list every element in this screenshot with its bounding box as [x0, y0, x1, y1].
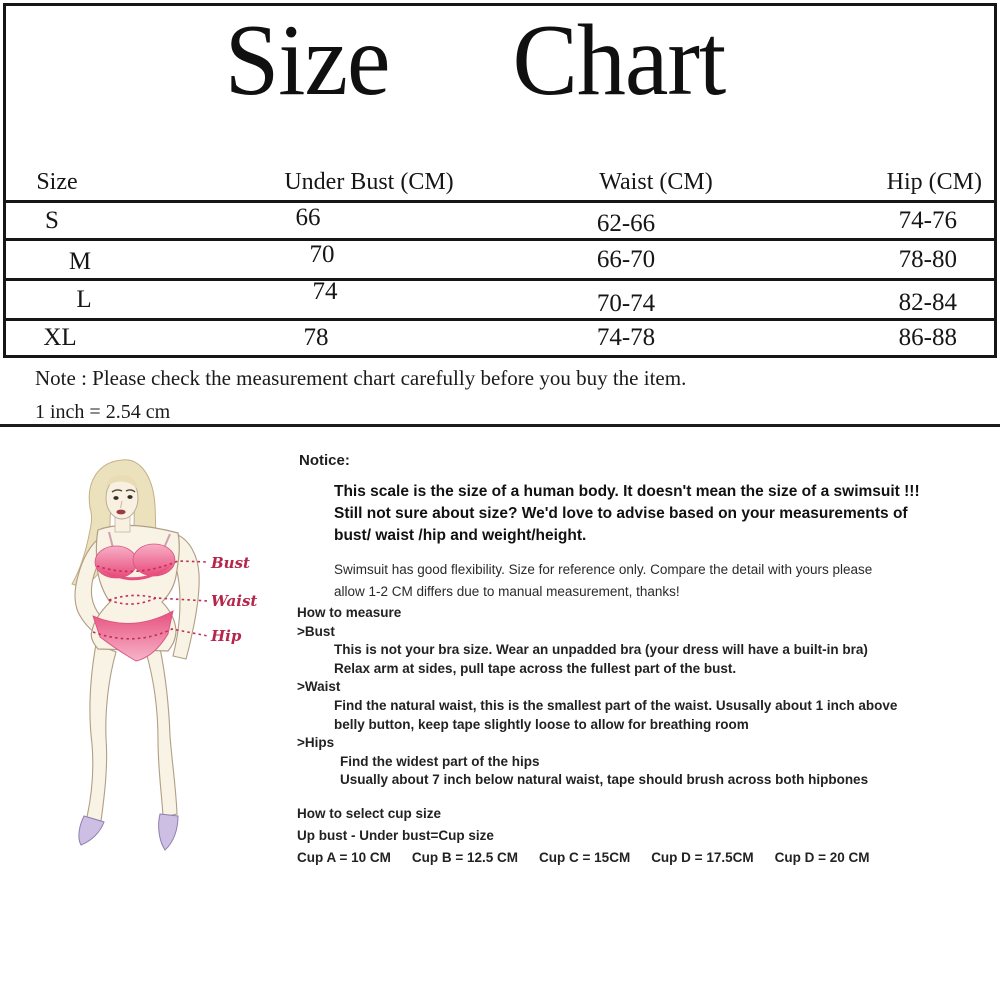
cell-hip: 78-80: [898, 245, 957, 273]
eyebrow-left: [111, 489, 123, 493]
lips: [116, 509, 126, 515]
bra-strap-right: [163, 533, 171, 549]
measure-hips-line: Usually about 7 inch below natural waist…: [340, 772, 869, 788]
fashion-sketch-illustration: Bust Waist Hip: [71, 459, 257, 851]
page-title-word-2: Chart: [512, 4, 727, 118]
cell-size: XL: [43, 324, 77, 351]
notice-bold-line: bust/ waist /hip and weight/height.: [334, 527, 587, 544]
header-waist: Waist (CM): [599, 169, 713, 195]
measure-hips-line: Find the widest part of the hips: [340, 753, 540, 769]
eye-right: [127, 495, 133, 499]
table-row: M 70 66-70 78-80: [6, 241, 994, 281]
page-title-word-1: Size: [224, 4, 391, 118]
cell-size: S: [45, 206, 59, 234]
bust-measure-line: [96, 560, 209, 573]
cup-size-entry: Cup D = 20 CM: [774, 850, 870, 865]
measure-bust-line: Relax arm at sides, pull tape across the…: [334, 660, 737, 676]
nose: [120, 500, 123, 509]
header-hip: Hip (CM): [886, 169, 982, 195]
inch-conversion-note: 1 inch = 2.54 cm: [35, 401, 171, 423]
cell-waist: 74-78: [596, 324, 656, 351]
cell-size: M: [68, 247, 92, 275]
flexibility-line: Swimsuit has good flexibility. Size for …: [334, 562, 873, 577]
right-shoe: [158, 813, 179, 851]
notice-bold-line: Still not sure about size? We'd love to …: [334, 505, 908, 522]
flexibility-line: allow 1-2 CM differs due to manual measu…: [334, 584, 680, 599]
cell-waist: 62-66: [596, 209, 656, 237]
eye-left: [113, 496, 119, 500]
notice-bold-paragraph: This scale is the size of a human body. …: [334, 481, 920, 547]
measure-bust-label: >Bust: [297, 623, 335, 639]
cell-hip: 86-88: [898, 324, 957, 351]
bra-strap-left: [108, 531, 114, 549]
cell-hip: 82-84: [898, 288, 957, 316]
bikini-bottom: [92, 610, 174, 662]
how-to-measure-heading: How to measure: [297, 605, 402, 620]
measure-waist-line: belly button, keep tape slightly loose t…: [334, 716, 749, 732]
cell-waist: 70-74: [596, 289, 656, 317]
cell-size: L: [76, 285, 92, 313]
body-measurement-figure: Bust Waist Hip: [30, 448, 290, 880]
measurement-note: Note : Please check the measurement char…: [35, 366, 687, 390]
cup-size-entries: Cup A = 10 CM Cup B = 12.5 CM Cup C = 15…: [297, 847, 869, 869]
header-size: Size: [36, 169, 78, 195]
figure-bust-label: Bust: [210, 554, 250, 572]
notice-heading: Notice:: [299, 452, 350, 469]
figure-hip-label: Hip: [210, 627, 242, 645]
cell-under-bust: 66: [295, 203, 321, 231]
measure-hips-label: >Hips: [297, 735, 335, 751]
bra-cup-right: [132, 543, 176, 577]
left-shoe: [78, 815, 105, 846]
size-table-header: Size Under Bust (CM) Waist (CM) Hip (CM): [6, 165, 994, 203]
measure-waist-label: >Waist: [297, 679, 341, 695]
header-under-bust: Under Bust (CM): [284, 169, 454, 195]
title-area: Size Chart: [6, 6, 994, 165]
hair-front: [106, 474, 138, 490]
waist-measure-top: [108, 594, 157, 601]
notice-bold-line: This scale is the size of a human body. …: [334, 483, 920, 500]
cup-size-entry: Cup D = 17.5CM: [651, 850, 754, 865]
table-row: S 66 62-66 74-76: [6, 203, 994, 241]
cell-under-bust: 70: [309, 240, 335, 268]
cup-size-entry: Cup B = 12.5 CM: [411, 850, 519, 865]
flexibility-paragraph: Swimsuit has good flexibility. Size for …: [334, 559, 894, 603]
cup-size-block: How to select cup size Up bust - Under b…: [297, 803, 869, 869]
cup-size-heading: How to select cup size: [297, 806, 442, 821]
hip-measure-line: [92, 628, 209, 640]
size-chart-panel: Size Chart Size Under Bust (CM) Waist (C…: [3, 3, 997, 358]
eyebrow-right: [125, 489, 136, 493]
table-row: L 74 70-74 82-84: [6, 277, 994, 321]
cell-under-bust: 74: [312, 277, 338, 305]
cell-waist: 66-70: [596, 245, 656, 273]
size-table: Size Under Bust (CM) Waist (CM) Hip (CM)…: [6, 165, 994, 355]
cup-size-entry: Cup C = 15CM: [539, 850, 631, 865]
page-title: Size Chart: [0, 4, 969, 118]
left-leg: [86, 643, 117, 822]
cell-under-bust: 78: [303, 324, 329, 351]
measure-waist-line: Find the natural waist, this is the smal…: [334, 697, 898, 713]
cup-size-formula: Up bust - Under bust=Cup size: [297, 828, 494, 843]
bra-band: [96, 563, 174, 581]
table-row: XL 78 74-78 86-88: [6, 321, 994, 355]
bra-cup-left: [94, 545, 138, 579]
measure-bust-line: This is not your bra size. Wear an unpad…: [334, 642, 868, 658]
right-leg: [145, 647, 178, 818]
how-to-measure-block: How to measure >Bust This is not your br…: [297, 604, 897, 790]
figure-waist-label: Waist: [211, 592, 257, 610]
cell-hip: 74-76: [898, 206, 957, 234]
section-divider: [0, 424, 1000, 427]
cup-size-entry: Cup A = 10 CM: [297, 850, 391, 865]
